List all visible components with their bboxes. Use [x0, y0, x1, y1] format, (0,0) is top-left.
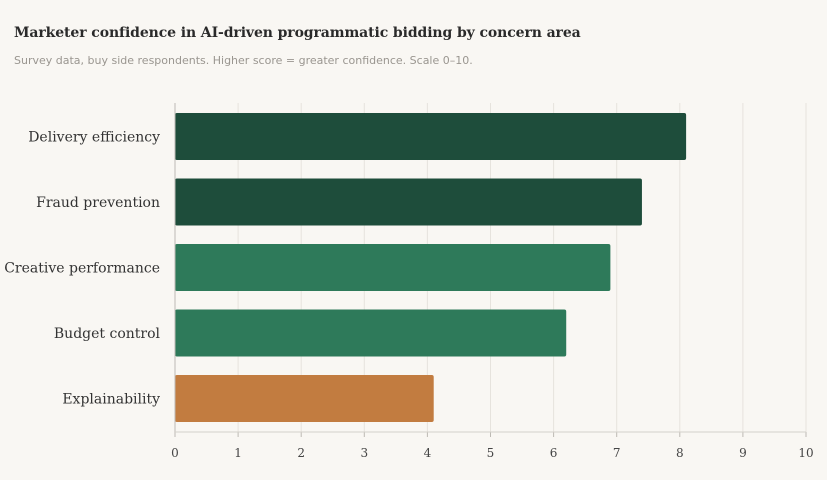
- x-tick-label: 6: [550, 446, 558, 460]
- chart-title: Marketer confidence in AI-driven program…: [14, 25, 581, 41]
- chart-subtitle: Survey data, buy side respondents. Highe…: [14, 54, 473, 67]
- x-tick-label: 5: [487, 446, 495, 460]
- category-label: Fraud prevention: [36, 195, 160, 211]
- bar: [175, 375, 434, 422]
- x-tick-label: 2: [297, 446, 305, 460]
- labels: 0 1 2 3 4 5 6 7 8 9 10 Delivery efficiency Fraud pre…: [4, 130, 813, 461]
- category-label: Budget control: [54, 326, 161, 342]
- bar: [175, 178, 642, 226]
- axes: [174, 103, 807, 437]
- x-tick-label: 9: [739, 446, 747, 460]
- x-tick-label: 4: [424, 446, 432, 460]
- x-tick-label: 3: [360, 446, 368, 460]
- x-tick-label: 8: [676, 446, 684, 460]
- bars: [175, 113, 687, 422]
- category-label: Explainability: [62, 392, 160, 408]
- bar: [175, 113, 687, 160]
- x-tick-label: 7: [613, 446, 621, 460]
- bar: [175, 244, 611, 291]
- x-tick-label: 0: [171, 446, 179, 460]
- category-label: Creative performance: [4, 261, 160, 277]
- category-label: Delivery efficiency: [28, 130, 160, 146]
- x-tick-label: 1: [234, 446, 242, 460]
- bar: [175, 309, 567, 357]
- x-tick-label: 10: [798, 446, 813, 460]
